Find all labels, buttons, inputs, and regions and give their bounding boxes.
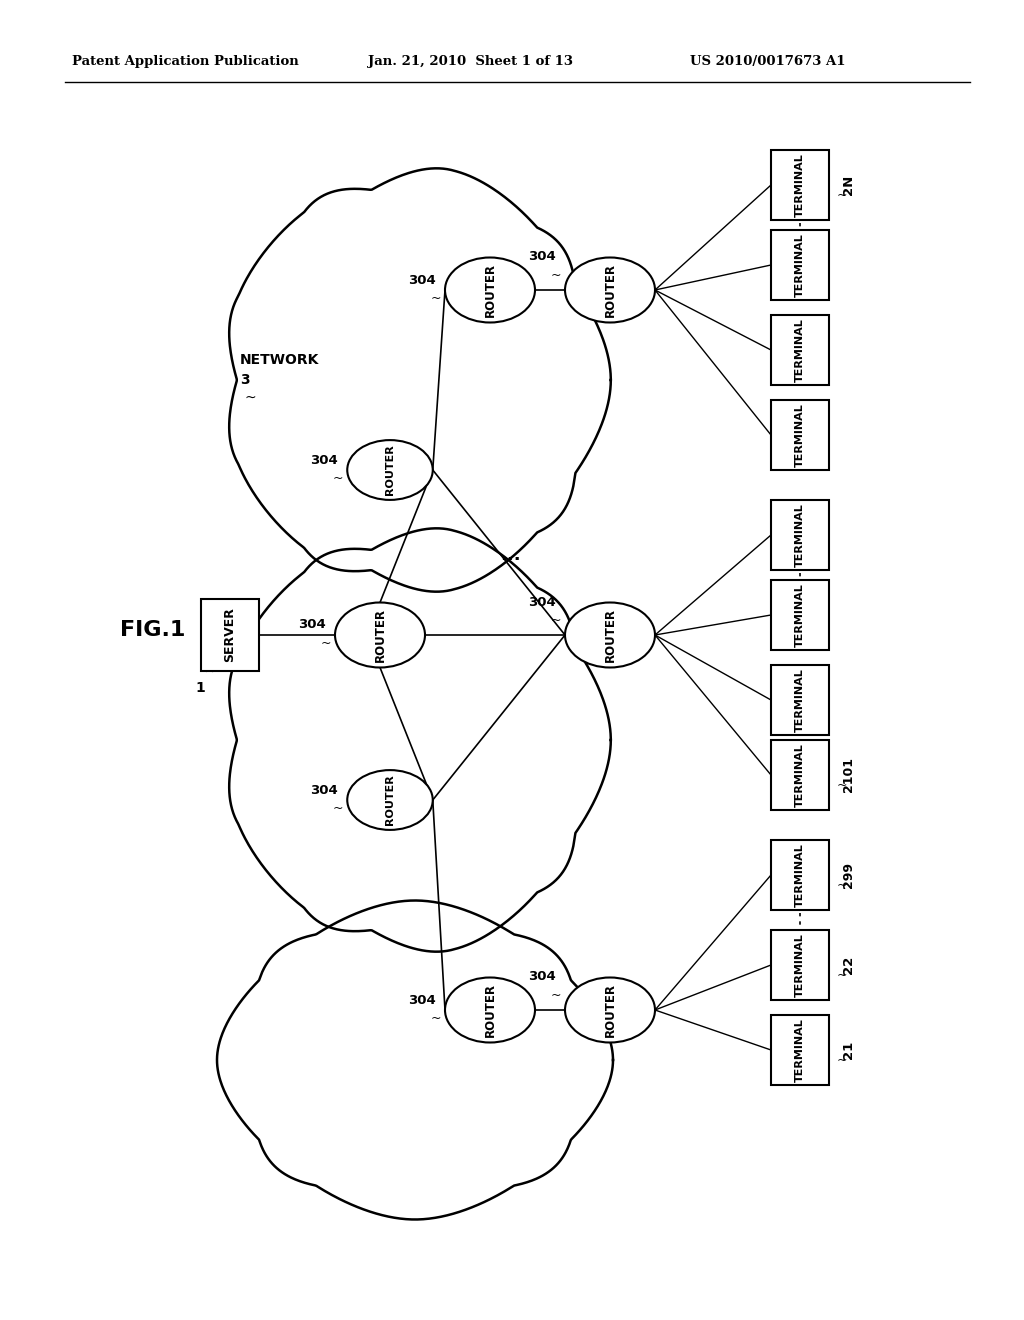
Text: ~: ~ bbox=[837, 879, 848, 891]
Text: ~: ~ bbox=[245, 391, 257, 405]
Text: 304: 304 bbox=[528, 970, 556, 983]
Bar bbox=[771, 230, 829, 300]
Bar bbox=[771, 150, 829, 220]
Text: TERMINAL: TERMINAL bbox=[795, 668, 805, 731]
Ellipse shape bbox=[445, 978, 535, 1043]
Text: 2N: 2N bbox=[842, 174, 855, 195]
Bar bbox=[201, 599, 259, 671]
Text: ROUTER: ROUTER bbox=[374, 609, 386, 663]
Text: TERMINAL: TERMINAL bbox=[795, 403, 805, 467]
Bar bbox=[771, 1015, 829, 1085]
Text: TERMINAL: TERMINAL bbox=[795, 503, 805, 566]
Text: ~: ~ bbox=[430, 292, 441, 305]
Text: TERMINAL: TERMINAL bbox=[795, 234, 805, 297]
Text: 22: 22 bbox=[842, 956, 855, 974]
Bar bbox=[771, 500, 829, 570]
Text: ROUTER: ROUTER bbox=[385, 445, 395, 495]
Bar bbox=[771, 741, 829, 810]
Text: ~: ~ bbox=[837, 1053, 848, 1067]
Text: ~: ~ bbox=[333, 471, 343, 484]
Text: ROUTER: ROUTER bbox=[483, 983, 497, 1038]
Text: TERMINAL: TERMINAL bbox=[795, 153, 805, 216]
Ellipse shape bbox=[565, 602, 655, 668]
Text: ROUTER: ROUTER bbox=[603, 983, 616, 1038]
Text: 2101: 2101 bbox=[842, 758, 855, 792]
Text: ROUTER: ROUTER bbox=[603, 263, 616, 317]
Text: ~: ~ bbox=[205, 665, 217, 678]
Bar bbox=[771, 400, 829, 470]
Text: TERMINAL: TERMINAL bbox=[795, 583, 805, 647]
Ellipse shape bbox=[445, 257, 535, 322]
Bar bbox=[771, 840, 829, 909]
Bar bbox=[771, 931, 829, 1001]
Text: ~: ~ bbox=[321, 636, 331, 649]
Text: 21: 21 bbox=[842, 1041, 855, 1059]
Text: 304: 304 bbox=[310, 784, 338, 796]
Text: TERMINAL: TERMINAL bbox=[795, 1018, 805, 1082]
Ellipse shape bbox=[565, 257, 655, 322]
Text: TERMINAL: TERMINAL bbox=[795, 318, 805, 381]
Ellipse shape bbox=[335, 602, 425, 668]
Ellipse shape bbox=[565, 978, 655, 1043]
Text: ~: ~ bbox=[551, 989, 561, 1002]
Text: ~: ~ bbox=[837, 969, 848, 982]
Text: TERMINAL: TERMINAL bbox=[795, 743, 805, 807]
Text: 304: 304 bbox=[409, 273, 436, 286]
Text: TERMINAL: TERMINAL bbox=[795, 843, 805, 907]
Text: ...: ... bbox=[500, 546, 520, 564]
Text: 299: 299 bbox=[842, 862, 855, 888]
Text: ~: ~ bbox=[837, 779, 848, 792]
Text: ~: ~ bbox=[837, 189, 848, 202]
Text: 304: 304 bbox=[298, 619, 326, 631]
Text: FIG.1: FIG.1 bbox=[120, 620, 185, 640]
Text: US 2010/0017673 A1: US 2010/0017673 A1 bbox=[690, 55, 846, 69]
Text: 304: 304 bbox=[528, 595, 556, 609]
Text: ROUTER: ROUTER bbox=[385, 775, 395, 825]
Text: 304: 304 bbox=[310, 454, 338, 466]
Ellipse shape bbox=[347, 440, 433, 500]
Text: ~: ~ bbox=[430, 1011, 441, 1024]
Bar bbox=[771, 665, 829, 735]
Bar bbox=[771, 579, 829, 649]
Text: Jan. 21, 2010  Sheet 1 of 13: Jan. 21, 2010 Sheet 1 of 13 bbox=[368, 55, 573, 69]
Text: Patent Application Publication: Patent Application Publication bbox=[72, 55, 299, 69]
Text: SERVER: SERVER bbox=[223, 607, 237, 663]
Text: TERMINAL: TERMINAL bbox=[795, 933, 805, 997]
Text: 1: 1 bbox=[196, 681, 205, 696]
Text: ~: ~ bbox=[551, 268, 561, 281]
Text: ~: ~ bbox=[333, 801, 343, 814]
Text: ROUTER: ROUTER bbox=[483, 263, 497, 317]
Text: ROUTER: ROUTER bbox=[603, 609, 616, 663]
Text: NETWORK: NETWORK bbox=[240, 352, 319, 367]
Text: 3: 3 bbox=[240, 374, 250, 387]
Bar bbox=[771, 315, 829, 385]
Text: 304: 304 bbox=[528, 251, 556, 264]
Text: ~: ~ bbox=[551, 614, 561, 627]
Ellipse shape bbox=[347, 770, 433, 830]
Text: 304: 304 bbox=[409, 994, 436, 1006]
